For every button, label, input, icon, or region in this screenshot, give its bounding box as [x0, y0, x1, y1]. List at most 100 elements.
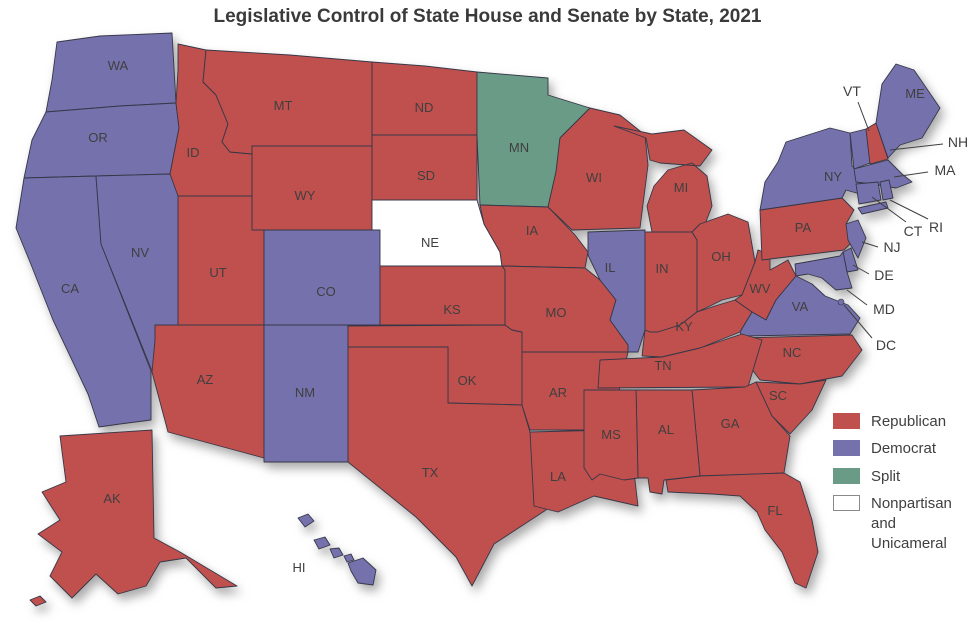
nh-callout-line — [889, 143, 944, 151]
de-state-label: DE — [874, 267, 893, 283]
ks-state-label: KS — [443, 302, 461, 317]
ia-state-label: IA — [526, 223, 539, 238]
mi-state-shape — [613, 125, 713, 233]
ut-state-label: UT — [209, 265, 226, 280]
il-state-label: IL — [605, 260, 616, 275]
page-title: Legislative Control of State House and S… — [213, 6, 762, 27]
wi-state-label: WI — [586, 170, 602, 185]
legend: Republican Democrat Split Nonpartisan an… — [833, 412, 973, 562]
dc-state-shape — [837, 298, 845, 306]
ms-state-label: MS — [601, 427, 621, 442]
ut-state-shape — [177, 195, 265, 326]
wy-state-label: WY — [295, 188, 316, 203]
wv-state-label: WV — [750, 281, 771, 296]
me-state-label: ME — [905, 86, 925, 101]
democrat-swatch — [833, 440, 860, 457]
nc-state-label: NC — [783, 345, 802, 360]
ne-state-label: NE — [421, 235, 439, 250]
ny-state-label: NY — [824, 169, 842, 184]
ri-state-shape — [879, 179, 894, 201]
legend-label-democrat: Democrat — [871, 440, 937, 458]
va-state-shape — [739, 275, 861, 337]
va-state-label: VA — [792, 299, 809, 314]
legend-label-nonpartisan: Nonpartisan and Unicameral — [871, 494, 952, 553]
ct-callout-line — [871, 196, 907, 223]
state-labels-layer: WA OR CA NV ID MT WY UT CO AZ NM ND SD NE KS OK TX MN IA MO… — [61, 58, 968, 575]
nonpartisan-swatch — [833, 494, 860, 511]
hi-state-label: HI — [293, 560, 306, 575]
mi-state-label: MI — [674, 180, 688, 195]
fl-state-shape — [665, 472, 819, 589]
ms-state-shape — [583, 389, 639, 481]
wa-state-label: WA — [108, 58, 129, 73]
ri-callout-line — [889, 199, 929, 220]
ri-state-label: RI — [929, 219, 943, 235]
oh-state-label: OH — [711, 249, 731, 264]
nh-state-shape — [865, 122, 889, 165]
nv-state-label: NV — [131, 245, 149, 260]
sd-state-label: SD — [417, 168, 435, 183]
callout-lines-layer — [843, 101, 944, 339]
me-state-shape — [875, 63, 941, 159]
legend-item-democrat: Democrat — [833, 439, 973, 459]
ma-state-label: MA — [935, 162, 957, 178]
az-state-shape — [151, 324, 265, 459]
la-state-label: LA — [550, 469, 566, 484]
nd-state-label: ND — [415, 100, 434, 115]
ca-state-label: CA — [61, 281, 79, 296]
legend-item-split: Split — [833, 467, 973, 487]
wi-state-shape — [547, 107, 649, 231]
legend-item-nonpartisan: Nonpartisan and Unicameral — [833, 494, 973, 555]
tn-state-shape — [597, 333, 763, 389]
md-state-label: MD — [873, 301, 895, 317]
md-state-shape — [794, 251, 853, 291]
in-state-label: IN — [656, 261, 669, 276]
ar-state-label: AR — [549, 385, 567, 400]
legend-label-split: Split — [871, 467, 901, 485]
or-state-label: OR — [88, 130, 108, 145]
ok-state-label: OK — [458, 373, 477, 388]
id-state-label: ID — [187, 145, 200, 160]
nj-callout-line — [861, 241, 879, 248]
mo-state-label: MO — [546, 305, 567, 320]
az-state-label: AZ — [197, 372, 214, 387]
split-swatch — [833, 467, 860, 484]
vt-callout-line — [857, 101, 870, 132]
mn-state-label: MN — [509, 140, 529, 155]
pa-state-label: PA — [795, 220, 812, 235]
nj-state-label: NJ — [883, 239, 900, 255]
fl-state-label: FL — [767, 503, 782, 518]
hi-state-shape — [297, 513, 377, 586]
al-state-label: AL — [658, 422, 674, 437]
de-callout-line — [852, 264, 870, 275]
tn-state-label: TN — [654, 358, 671, 373]
ga-state-label: GA — [721, 416, 740, 431]
nd-state-shape — [371, 61, 478, 136]
mt-state-label: MT — [274, 98, 293, 113]
ky-state-label: KY — [675, 319, 693, 334]
nm-state-label: NM — [295, 385, 315, 400]
dc-state-label: DC — [876, 337, 896, 353]
co-state-label: CO — [316, 284, 336, 299]
nj-state-shape — [845, 219, 867, 259]
ma-state-shape — [853, 159, 913, 189]
republican-swatch — [833, 413, 860, 429]
tx-state-label: TX — [422, 465, 439, 480]
ma-callout-line — [893, 171, 929, 178]
sc-state-label: SC — [769, 388, 787, 403]
map-shapes-layer — [15, 32, 941, 607]
legend-item-republican: Republican — [833, 412, 973, 432]
md-callout-line — [846, 289, 868, 306]
co-state-shape — [263, 229, 381, 326]
vt-state-label: VT — [843, 83, 861, 99]
nh-state-label: NH — [948, 134, 968, 150]
dc-callout-line — [843, 304, 873, 339]
ak-state-label: AK — [103, 491, 121, 506]
al-state-shape — [635, 389, 701, 495]
ak-state-shape — [29, 429, 238, 607]
legend-label-republican: Republican — [871, 413, 947, 430]
in-state-shape — [644, 231, 698, 333]
mt-state-shape — [202, 49, 373, 155]
ct-state-label: CT — [904, 223, 923, 239]
